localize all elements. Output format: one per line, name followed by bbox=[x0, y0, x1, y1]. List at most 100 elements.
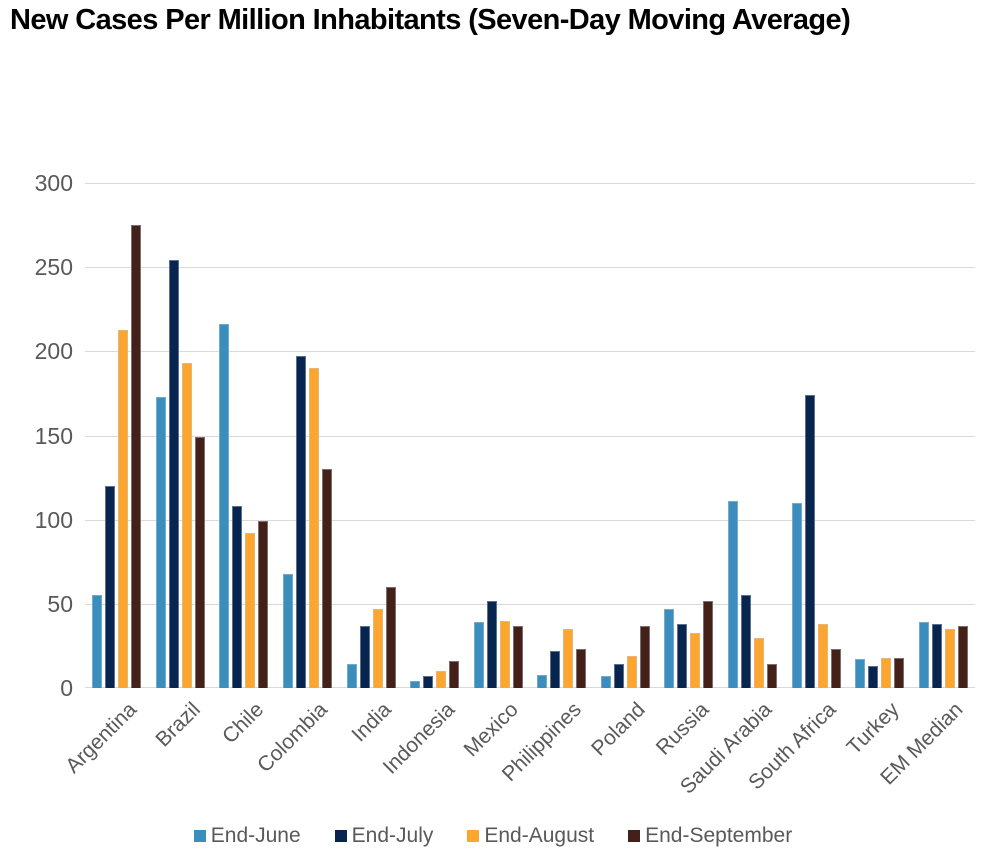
bar-end-september bbox=[131, 225, 142, 688]
x-axis-label: Russia bbox=[651, 698, 714, 760]
bar-end-august bbox=[309, 368, 320, 688]
legend-swatch bbox=[193, 830, 206, 842]
bar-end-september bbox=[385, 587, 396, 688]
bar-end-july bbox=[613, 664, 624, 688]
bars-layer bbox=[85, 183, 975, 688]
legend-label: End-July bbox=[351, 824, 434, 847]
x-axis-label: Argentina bbox=[61, 698, 142, 778]
bar-end-august bbox=[944, 629, 955, 688]
bar-end-june bbox=[537, 674, 548, 688]
bar-group-argentina bbox=[85, 183, 149, 688]
legend-swatch bbox=[628, 830, 641, 842]
bar-end-august bbox=[563, 629, 574, 688]
bar-end-june bbox=[918, 622, 929, 688]
bar-group-saudi-arabia bbox=[721, 183, 785, 688]
bar-end-june bbox=[219, 324, 230, 688]
bar-end-july bbox=[931, 624, 942, 688]
bar-end-september bbox=[576, 649, 587, 688]
bar-end-june bbox=[410, 681, 421, 688]
bar-end-september bbox=[322, 469, 333, 688]
bar-end-august bbox=[499, 620, 510, 688]
bar-end-september bbox=[194, 437, 205, 688]
bar-end-august bbox=[181, 363, 192, 688]
legend-item-end-september: End-September bbox=[628, 824, 792, 848]
bar-group-indonesia bbox=[403, 183, 467, 688]
legend: End-June End-July End-August End-September bbox=[0, 824, 986, 848]
bar-end-june bbox=[155, 396, 166, 688]
legend-item-end-july: End-July bbox=[334, 824, 434, 848]
legend-item-end-june: End-June bbox=[193, 824, 301, 848]
bar-group-colombia bbox=[276, 183, 340, 688]
bar-end-july bbox=[550, 651, 561, 688]
bar-end-july bbox=[423, 676, 434, 688]
legend-label: End-August bbox=[484, 824, 595, 847]
bar-end-july bbox=[105, 486, 116, 688]
gridline-0 bbox=[85, 687, 975, 688]
bar-end-june bbox=[855, 659, 866, 688]
bar-end-august bbox=[881, 657, 892, 688]
legend-swatch bbox=[334, 830, 347, 842]
bar-end-august bbox=[436, 671, 447, 688]
x-axis-label: Turkey bbox=[842, 698, 904, 760]
bar-end-july bbox=[359, 625, 370, 688]
legend-label: End-June bbox=[210, 824, 301, 847]
bar-end-july bbox=[168, 260, 179, 688]
bar-end-september bbox=[449, 661, 460, 688]
gridline-250 bbox=[85, 267, 975, 269]
bar-end-july bbox=[868, 666, 879, 688]
x-axis-label: India bbox=[346, 698, 396, 747]
x-axis-label: Brazil bbox=[151, 698, 205, 752]
legend-label: End-September bbox=[645, 824, 793, 847]
bar-end-july bbox=[232, 506, 243, 688]
bar-end-september bbox=[639, 625, 650, 688]
bar-end-june bbox=[791, 502, 802, 688]
bar-group-em-median bbox=[912, 183, 976, 688]
bar-end-september bbox=[894, 657, 905, 688]
gridline-100 bbox=[85, 519, 975, 521]
chart-title: New Cases Per Million Inhabitants (Seven… bbox=[10, 4, 851, 36]
bar-group-south-africa bbox=[784, 183, 848, 688]
bar-end-september bbox=[957, 625, 968, 688]
bar-end-june bbox=[473, 622, 484, 688]
bar-end-june bbox=[283, 573, 294, 688]
bar-end-june bbox=[346, 664, 357, 688]
bar-end-july bbox=[804, 395, 815, 688]
gridline-200 bbox=[85, 351, 975, 353]
bar-group-mexico bbox=[466, 183, 530, 688]
bar-group-russia bbox=[657, 183, 721, 688]
bar-end-june bbox=[92, 595, 103, 688]
gridline-150 bbox=[85, 435, 975, 437]
bar-end-june bbox=[728, 501, 739, 688]
bar-end-july bbox=[677, 624, 688, 688]
legend-item-end-august: End-August bbox=[467, 824, 594, 848]
bar-end-july bbox=[486, 600, 497, 688]
bar-end-august bbox=[372, 608, 383, 688]
bar-end-august bbox=[118, 329, 129, 688]
bar-end-september bbox=[258, 521, 269, 688]
bar-end-august bbox=[626, 656, 637, 688]
bar-group-poland bbox=[594, 183, 658, 688]
bar-end-june bbox=[600, 676, 611, 688]
bar-end-august bbox=[690, 632, 701, 688]
x-axis-label: Chile bbox=[218, 698, 269, 749]
bar-end-july bbox=[741, 595, 752, 688]
bar-end-august bbox=[245, 533, 256, 688]
bar-end-june bbox=[664, 608, 675, 688]
bar-end-august bbox=[817, 624, 828, 688]
bar-end-september bbox=[830, 649, 841, 688]
plot-area bbox=[85, 183, 975, 688]
bar-group-india bbox=[339, 183, 403, 688]
bar-end-july bbox=[296, 356, 307, 688]
bar-group-chile bbox=[212, 183, 276, 688]
bar-group-philippines bbox=[530, 183, 594, 688]
bar-end-september bbox=[703, 600, 714, 688]
legend-swatch bbox=[467, 830, 480, 842]
bar-end-september bbox=[512, 625, 523, 688]
bar-end-september bbox=[767, 664, 778, 688]
x-axis-label: Poland bbox=[587, 698, 650, 761]
bar-end-august bbox=[754, 637, 765, 688]
bar-group-turkey bbox=[848, 183, 912, 688]
gridline-50 bbox=[85, 603, 975, 605]
bar-group-brazil bbox=[149, 183, 213, 688]
